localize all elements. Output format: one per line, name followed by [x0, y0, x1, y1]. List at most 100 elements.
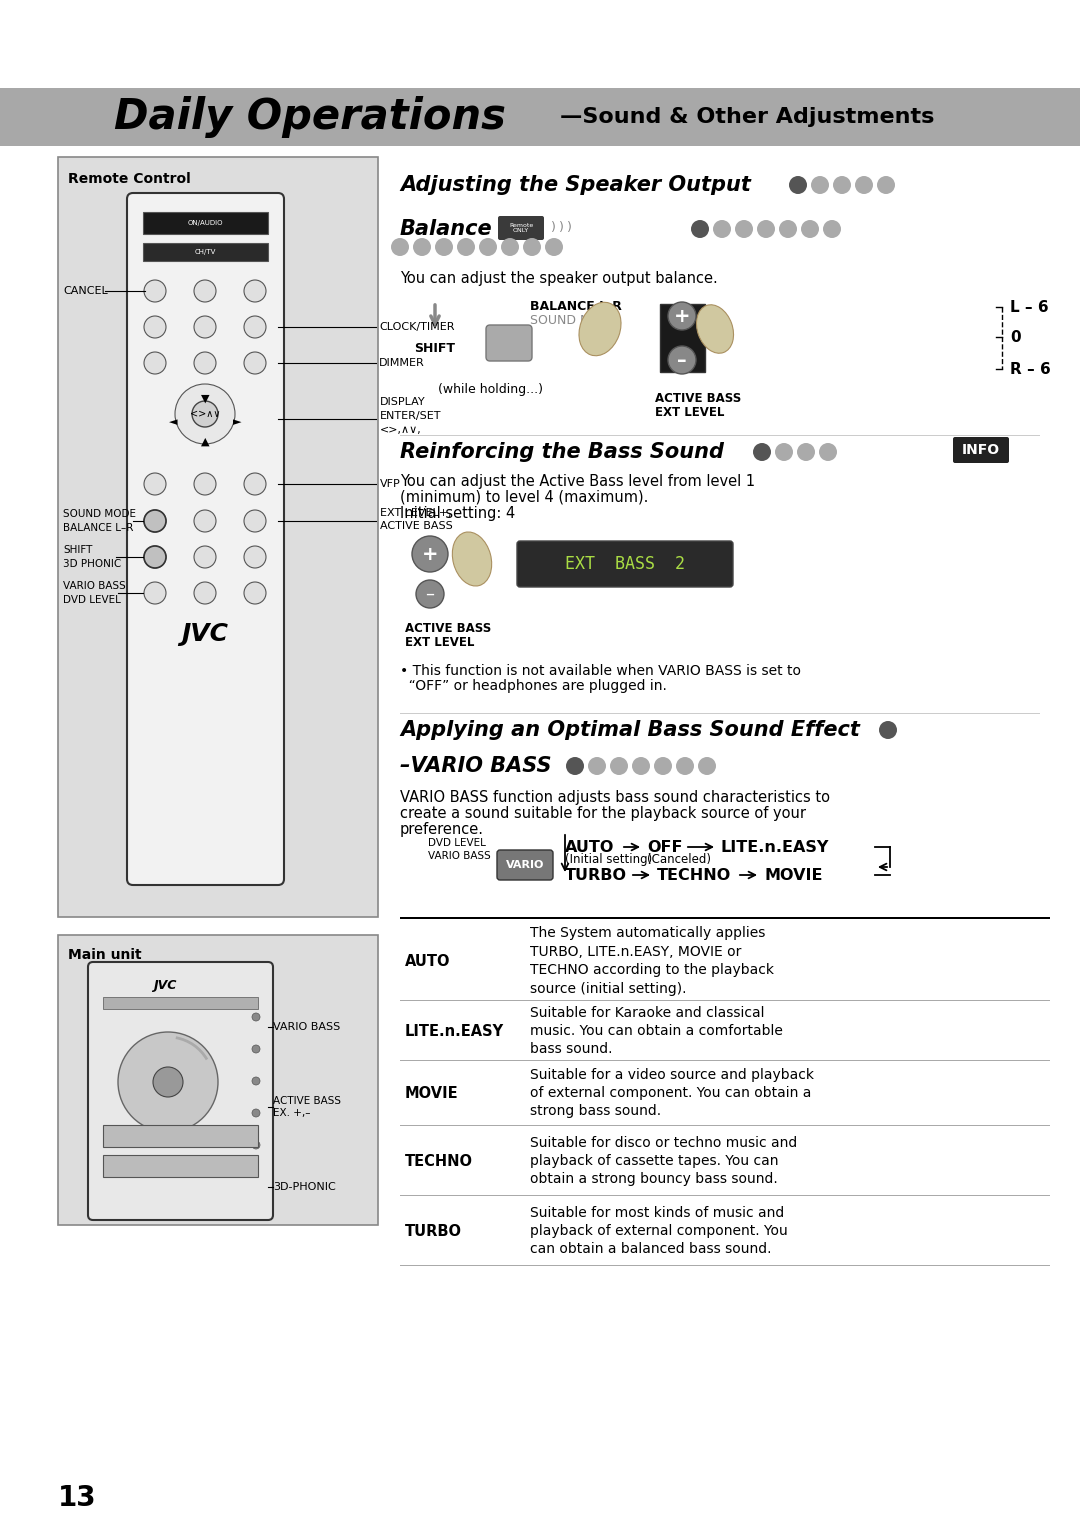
Circle shape	[252, 1077, 260, 1085]
Text: VARIO BASS function adjusts bass sound characteristics to: VARIO BASS function adjusts bass sound c…	[400, 790, 831, 805]
Text: DVD LEVEL: DVD LEVEL	[63, 594, 121, 605]
Circle shape	[144, 545, 166, 568]
Text: SOUND MODE: SOUND MODE	[530, 315, 618, 327]
Circle shape	[194, 351, 216, 374]
Text: 3D PHONIC: 3D PHONIC	[63, 559, 121, 568]
Circle shape	[855, 176, 873, 194]
Text: Main unit: Main unit	[68, 947, 141, 963]
Circle shape	[391, 238, 409, 257]
Circle shape	[435, 238, 453, 257]
Text: Daily Operations: Daily Operations	[114, 96, 505, 138]
FancyBboxPatch shape	[127, 193, 284, 885]
Circle shape	[416, 581, 444, 608]
Circle shape	[252, 1141, 260, 1149]
Circle shape	[252, 1109, 260, 1117]
Circle shape	[252, 1045, 260, 1053]
Text: ▼: ▼	[201, 394, 210, 403]
Text: TECHNO: TECHNO	[405, 1154, 473, 1169]
Circle shape	[144, 510, 166, 532]
Circle shape	[244, 316, 266, 338]
Circle shape	[698, 756, 716, 775]
Circle shape	[676, 756, 694, 775]
Text: TURBO: TURBO	[405, 1224, 462, 1239]
Text: AUTO: AUTO	[405, 953, 450, 969]
Text: Remote Control: Remote Control	[68, 173, 191, 186]
Circle shape	[244, 510, 266, 532]
Circle shape	[144, 545, 166, 568]
Circle shape	[244, 474, 266, 495]
Circle shape	[879, 721, 897, 740]
Circle shape	[244, 280, 266, 303]
Text: Adjusting the Speaker Output: Adjusting the Speaker Output	[400, 176, 751, 196]
Text: You can adjust the speaker output balance.: You can adjust the speaker output balanc…	[400, 270, 718, 286]
Bar	[143, 243, 268, 261]
Circle shape	[833, 176, 851, 194]
Circle shape	[252, 1013, 260, 1021]
Text: Reinforcing the Bass Sound: Reinforcing the Bass Sound	[400, 442, 724, 461]
Circle shape	[654, 756, 672, 775]
Text: EXT LEVEL+, –: EXT LEVEL+, –	[380, 507, 461, 518]
Text: –: –	[426, 585, 434, 604]
Text: ◄: ◄	[168, 417, 177, 426]
Text: ACTIVE BASS: ACTIVE BASS	[380, 521, 453, 532]
Text: Suitable for disco or techno music and
playback of cassette tapes. You can
obtai: Suitable for disco or techno music and p…	[530, 1135, 797, 1186]
Text: EXT LEVEL: EXT LEVEL	[654, 406, 725, 420]
Circle shape	[244, 582, 266, 604]
Circle shape	[753, 443, 771, 461]
Text: ACTIVE BASS: ACTIVE BASS	[654, 393, 741, 405]
Text: 0: 0	[1010, 330, 1021, 344]
Circle shape	[413, 238, 431, 257]
Text: VARIO: VARIO	[505, 860, 544, 869]
FancyBboxPatch shape	[498, 215, 544, 240]
Circle shape	[144, 474, 166, 495]
Circle shape	[457, 238, 475, 257]
Text: LITE.n.EASY: LITE.n.EASY	[405, 1024, 504, 1039]
Circle shape	[194, 280, 216, 303]
Circle shape	[811, 176, 829, 194]
Circle shape	[669, 303, 696, 330]
Ellipse shape	[453, 532, 491, 587]
Text: Balance: Balance	[400, 219, 492, 238]
Circle shape	[244, 351, 266, 374]
Text: Initial setting: 4: Initial setting: 4	[400, 506, 515, 521]
Text: MOVIE: MOVIE	[764, 868, 823, 883]
Circle shape	[144, 582, 166, 604]
Text: ): )	[567, 222, 571, 234]
Text: +: +	[422, 544, 438, 564]
Text: ACTIVE BASS: ACTIVE BASS	[405, 622, 491, 636]
Text: SOUND MODE: SOUND MODE	[63, 509, 136, 520]
Text: JVC: JVC	[181, 622, 229, 646]
Text: Suitable for a video source and playback
of external component. You can obtain a: Suitable for a video source and playback…	[530, 1068, 814, 1118]
Circle shape	[713, 220, 731, 238]
Text: AUTO: AUTO	[565, 839, 615, 854]
Text: (Canceled): (Canceled)	[647, 854, 711, 866]
Text: ►: ►	[233, 417, 241, 426]
Text: • This function is not available when VARIO BASS is set to: • This function is not available when VA…	[400, 665, 801, 678]
Circle shape	[144, 510, 166, 532]
Text: OFF: OFF	[647, 839, 683, 854]
Circle shape	[194, 545, 216, 568]
Text: TURBO: TURBO	[565, 868, 627, 883]
Bar	[103, 996, 258, 1008]
Text: R – 6: R – 6	[1010, 362, 1051, 376]
Text: +: +	[674, 307, 690, 325]
Text: 3D-PHONIC: 3D-PHONIC	[273, 1183, 336, 1192]
Text: CLOCK/TIMER: CLOCK/TIMER	[379, 322, 455, 332]
Text: –VARIO BASS: –VARIO BASS	[400, 756, 552, 776]
Text: “OFF” or headphones are plugged in.: “OFF” or headphones are plugged in.	[400, 678, 666, 694]
Circle shape	[566, 756, 584, 775]
Circle shape	[144, 351, 166, 374]
Circle shape	[480, 238, 497, 257]
Text: VARIO BASS: VARIO BASS	[428, 851, 490, 860]
Text: —Sound & Other Adjustments: —Sound & Other Adjustments	[561, 107, 934, 127]
Text: CH/TV: CH/TV	[194, 249, 216, 255]
Text: VARIO BASS: VARIO BASS	[63, 581, 125, 591]
Circle shape	[735, 220, 753, 238]
Bar	[58, 935, 378, 1225]
Circle shape	[801, 220, 819, 238]
FancyBboxPatch shape	[87, 963, 273, 1219]
Bar	[0, 89, 1080, 147]
Circle shape	[823, 220, 841, 238]
Text: BALANCE L–R: BALANCE L–R	[63, 523, 133, 533]
FancyBboxPatch shape	[517, 541, 733, 587]
